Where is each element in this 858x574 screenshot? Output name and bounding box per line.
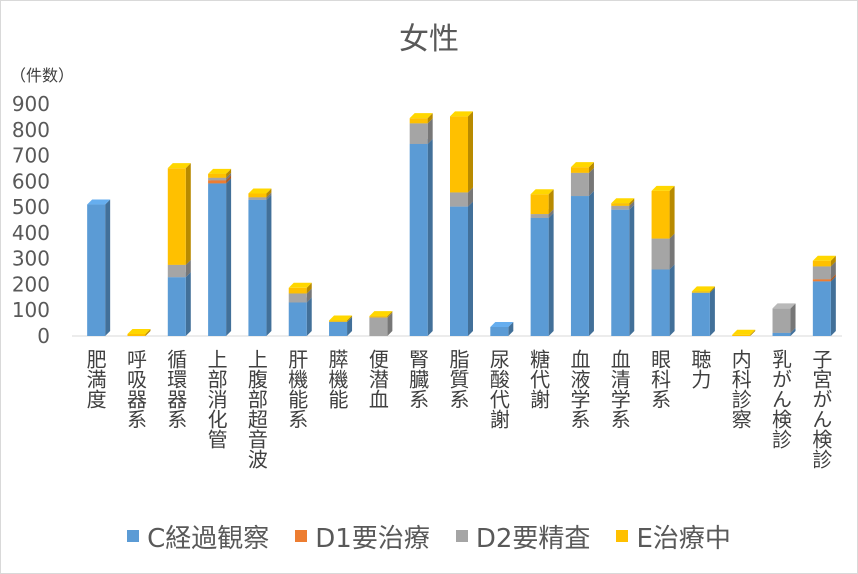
bar-segment: [248, 188, 272, 198]
x-tick-label: 眼科系: [648, 349, 672, 409]
bar-segment: [490, 321, 514, 336]
x-tick-label: 便潜血: [365, 349, 389, 409]
bar-segment: [369, 311, 393, 318]
y-tick-label: 100: [12, 298, 50, 322]
bar-segment: [329, 315, 353, 322]
bar-segment: [167, 163, 191, 265]
x-tick-label: 脂質系: [446, 349, 470, 409]
bar-segment: [611, 204, 635, 336]
bar-segment: [450, 111, 473, 193]
bar-segment: [167, 272, 191, 336]
y-axis-unit-label: （件数）: [10, 66, 75, 85]
bar-segment: [570, 162, 594, 173]
x-tick-label: 乳がん検診: [769, 349, 793, 449]
bar-segment: [530, 212, 554, 336]
x-tick-label: 膵機能: [325, 349, 349, 409]
bar-segment: [651, 185, 675, 239]
legend-item: C経過観察: [127, 518, 269, 555]
legend-item: D1要治療: [295, 518, 430, 555]
x-tick-label: 上部消化管: [204, 349, 228, 449]
y-tick-label: 900: [12, 92, 50, 116]
bar-segment: [87, 199, 111, 336]
x-tick-label: 尿酸代謝: [486, 349, 510, 429]
x-tick-label: 血清学系: [607, 349, 631, 429]
bar-segment: [570, 191, 594, 336]
x-tick-label: 肥満度: [83, 349, 107, 409]
x-tick-label: 糖代謝: [527, 349, 551, 409]
bar-segment: [732, 329, 756, 336]
y-tick-label: 500: [12, 195, 50, 219]
bar-segment: [651, 264, 675, 336]
bar-segment: [772, 303, 796, 333]
bar-segment: [812, 255, 836, 267]
legend-label: D1要治療: [315, 523, 430, 554]
bar-segment: [409, 138, 433, 336]
y-tick-label: 200: [12, 272, 50, 296]
bar-segment: [127, 328, 151, 336]
y-tick-label: 0: [37, 324, 50, 348]
chart-legend: C経過観察 D1要治療 D2要精査 E治療中: [0, 516, 858, 556]
bar-segment: [691, 286, 715, 293]
x-tick-label: 子宮がん検診: [809, 349, 833, 469]
x-tick-label: 肝機能系: [285, 349, 309, 429]
bar-segment: [691, 287, 715, 336]
chart-title: 女性: [399, 22, 459, 57]
bar-segment: [208, 178, 232, 336]
legend-item: E治療中: [616, 518, 731, 555]
y-tick-label: 800: [12, 118, 50, 142]
legend-item: D2要精査: [455, 518, 591, 555]
x-tick-label: 上腹部超音波: [244, 349, 268, 469]
x-tick-label: 呼吸器系: [123, 349, 147, 429]
legend-swatch: [455, 530, 468, 542]
bar-segment: [812, 276, 836, 336]
legend-label: D2要精査: [475, 523, 591, 554]
y-tick-label: 700: [12, 144, 50, 168]
bar-segment: [248, 194, 272, 336]
bar-segment: [288, 297, 312, 336]
y-tick-label: 300: [12, 247, 50, 271]
x-tick-label: 聴力: [688, 349, 712, 389]
x-tick-label: 腎臓系: [406, 349, 430, 409]
x-tick-label: 内科診察: [728, 349, 752, 429]
x-tick-label: 血液学系: [567, 349, 591, 429]
x-tick-label: 循環器系: [164, 349, 188, 429]
bar-segment: [208, 168, 232, 178]
legend-label: C経過観察: [147, 523, 270, 554]
y-tick-label: 600: [12, 169, 50, 193]
y-tick-label: 400: [12, 221, 50, 245]
legend-swatch: [127, 530, 140, 542]
bar-segment: [611, 198, 635, 206]
bar-segment: [651, 233, 675, 270]
legend-label: E治療中: [636, 523, 731, 554]
legend-swatch: [616, 530, 629, 542]
bar-segment: [450, 201, 473, 336]
bar-segment: [409, 113, 433, 124]
bar-segment: [530, 189, 554, 215]
legend-swatch: [295, 530, 308, 542]
bar-segment: [288, 282, 312, 294]
